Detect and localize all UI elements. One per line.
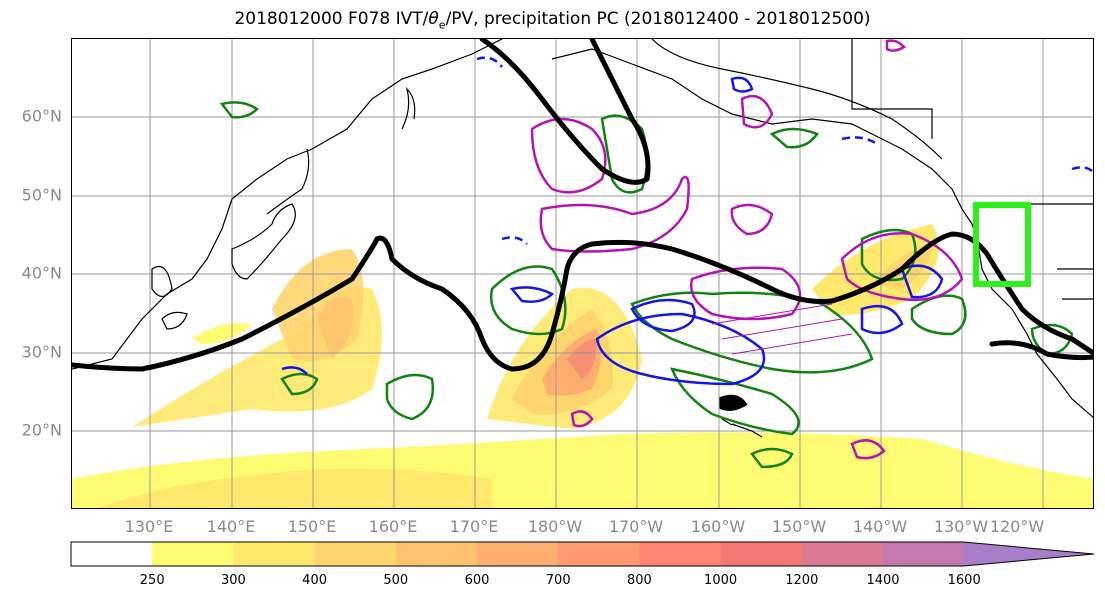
lon-label-130w: 130°W — [933, 517, 989, 536]
colorbar-tick-label: 500 — [383, 573, 409, 588]
lat-label-20n: 20°N — [21, 420, 62, 440]
green-contour — [769, 127, 819, 149]
map-panel — [71, 38, 1094, 509]
colorbar-segment — [801, 542, 884, 566]
green-contour — [385, 373, 435, 421]
colorbar-segment — [477, 542, 559, 566]
green-contour — [750, 447, 794, 469]
lat-label-60n: 60°N — [21, 106, 62, 126]
lon-label-140w: 140°W — [852, 517, 908, 536]
green-contour — [280, 372, 319, 396]
colorbar-segment — [152, 542, 234, 566]
coastlines — [72, 39, 1093, 438]
colorbar-svg — [70, 541, 1095, 567]
lat-label-50n: 50°N — [21, 185, 62, 205]
magenta-contour — [570, 410, 594, 428]
blue-contour — [476, 56, 503, 68]
blue-contour — [900, 264, 944, 299]
lon-label-160w: 160°W — [690, 517, 746, 536]
green-contour — [669, 367, 800, 436]
lon-label-150e: 150°E — [287, 517, 337, 536]
blue-contour — [281, 366, 308, 375]
colorbar-segment — [71, 542, 153, 566]
lat-label-40n: 40°N — [21, 263, 62, 283]
blue-contour — [860, 304, 904, 335]
map-canvas — [72, 39, 1093, 508]
lon-label-160e: 160°E — [368, 517, 418, 536]
colorbar-tick-label: 1400 — [866, 573, 900, 588]
lon-label-140e: 140°E — [206, 517, 256, 536]
blue-contour — [595, 312, 766, 386]
colorbar-segment — [720, 542, 803, 566]
blue-contours — [281, 56, 1093, 386]
lon-label-170w: 170°W — [608, 517, 664, 536]
green-contour — [489, 265, 567, 336]
colorbar-tick-label: 1600 — [947, 573, 981, 588]
lat-label-30n: 30°N — [21, 342, 62, 362]
pv-contour — [72, 39, 1093, 411]
plot-title: 2018012000 F078 IVT/θe/PV, precipitation… — [234, 9, 871, 32]
colorbar-segment — [558, 542, 640, 566]
magenta-contours — [530, 39, 964, 460]
magenta-contour — [539, 175, 690, 253]
green-contour — [630, 291, 874, 374]
colorbar-tick-label: 700 — [545, 573, 571, 588]
colorbar-segment — [639, 542, 722, 566]
magenta-hatch — [711, 303, 853, 355]
colorbar-tick-label: 800 — [626, 573, 652, 588]
colorbar — [70, 541, 1100, 571]
blue-contour — [630, 298, 696, 333]
lon-label-170e: 170°E — [449, 517, 499, 536]
green-contour — [1030, 323, 1074, 356]
lon-label-180w: 180°W — [527, 517, 583, 536]
magenta-contour — [730, 203, 774, 236]
colorbar-extend-arrow — [963, 542, 1094, 566]
blue-contour — [501, 236, 528, 245]
colorbar-segment — [883, 542, 965, 566]
ivt-shading — [72, 224, 1093, 508]
colorbar-tick-label: 250 — [139, 573, 165, 588]
lon-label-130e: 130°E — [124, 517, 174, 536]
green-contour — [910, 294, 967, 336]
blue-contour — [509, 286, 555, 303]
green-contour — [219, 101, 259, 119]
colorbar-tick-label: 1200 — [785, 573, 819, 588]
magenta-contour — [850, 439, 886, 460]
magenta-contour — [530, 117, 607, 194]
colorbar-tick-label: 300 — [220, 573, 246, 588]
lon-label-120w: 120°W — [989, 517, 1045, 536]
region-box — [973, 202, 1031, 287]
blue-contour — [730, 76, 754, 93]
magenta-contour — [689, 266, 802, 321]
magenta-contour — [840, 232, 964, 301]
colorbar-tick-label: 600 — [464, 573, 490, 588]
magenta-contour — [885, 39, 906, 52]
blue-contour — [841, 136, 878, 146]
colorbar-segment — [314, 542, 397, 566]
colorbar-tick-label: 1000 — [704, 573, 738, 588]
magenta-contour — [740, 94, 774, 129]
lon-label-150w: 150°W — [771, 517, 827, 536]
colorbar-segment — [395, 542, 478, 566]
colorbar-segment — [233, 542, 316, 566]
blue-contour — [1071, 166, 1093, 174]
colorbar-outline — [70, 541, 1095, 567]
colorbar-tick-label: 400 — [302, 573, 328, 588]
